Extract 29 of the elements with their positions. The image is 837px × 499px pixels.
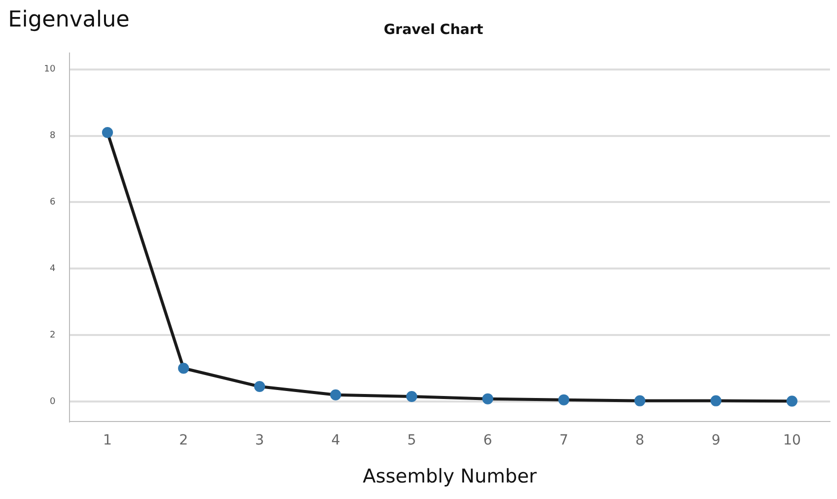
x-tick-label: 4 <box>331 432 340 448</box>
x-tick-label: 1 <box>103 432 112 448</box>
point <box>786 396 798 407</box>
x-tick-label: 7 <box>559 432 568 448</box>
y-tick-label: 0 <box>50 396 56 407</box>
y-tick-label: 10 <box>44 64 56 75</box>
point <box>178 362 190 374</box>
chart-title: Gravel Chart <box>384 22 484 38</box>
x-tick-label: 9 <box>711 432 720 448</box>
point <box>330 389 342 400</box>
y-tick-label: 6 <box>50 198 56 208</box>
x-tick-label: 6 <box>483 432 492 448</box>
y-tick-label: 4 <box>50 264 56 274</box>
x-tick-label: 8 <box>635 432 644 448</box>
point <box>634 395 646 406</box>
y-tick-label: 8 <box>50 131 56 142</box>
point <box>254 381 266 392</box>
y-axis-title: Eigenvalue <box>8 8 130 33</box>
point <box>482 393 494 404</box>
x-tick-label: 10 <box>783 432 801 448</box>
x-tick-label: 5 <box>407 432 416 448</box>
x-axis-title: Assembly Number <box>362 466 537 488</box>
point <box>710 395 722 406</box>
x-tick-label: 2 <box>179 432 188 448</box>
point <box>102 127 113 138</box>
y-tick-label: 2 <box>50 330 56 340</box>
point <box>406 390 418 402</box>
point <box>558 394 570 406</box>
x-tick-label: 3 <box>255 432 264 448</box>
